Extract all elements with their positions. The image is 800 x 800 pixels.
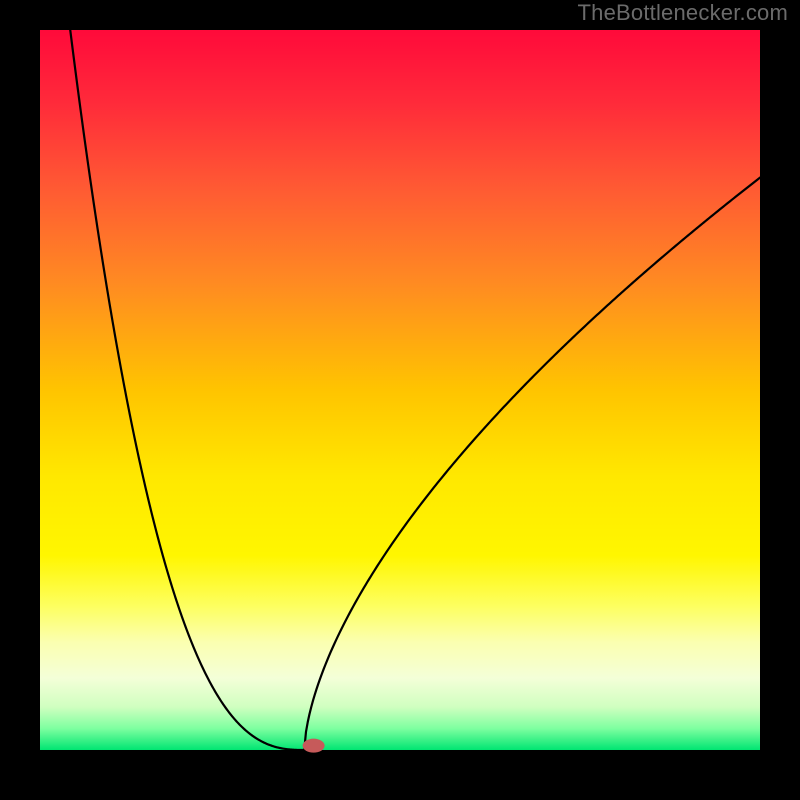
watermark-text: TheBottlenecker.com xyxy=(578,0,788,26)
bottleneck-chart xyxy=(0,0,800,800)
plot-background xyxy=(40,30,760,750)
optimal-point-marker xyxy=(303,739,325,753)
figure-container: TheBottlenecker.com xyxy=(0,0,800,800)
